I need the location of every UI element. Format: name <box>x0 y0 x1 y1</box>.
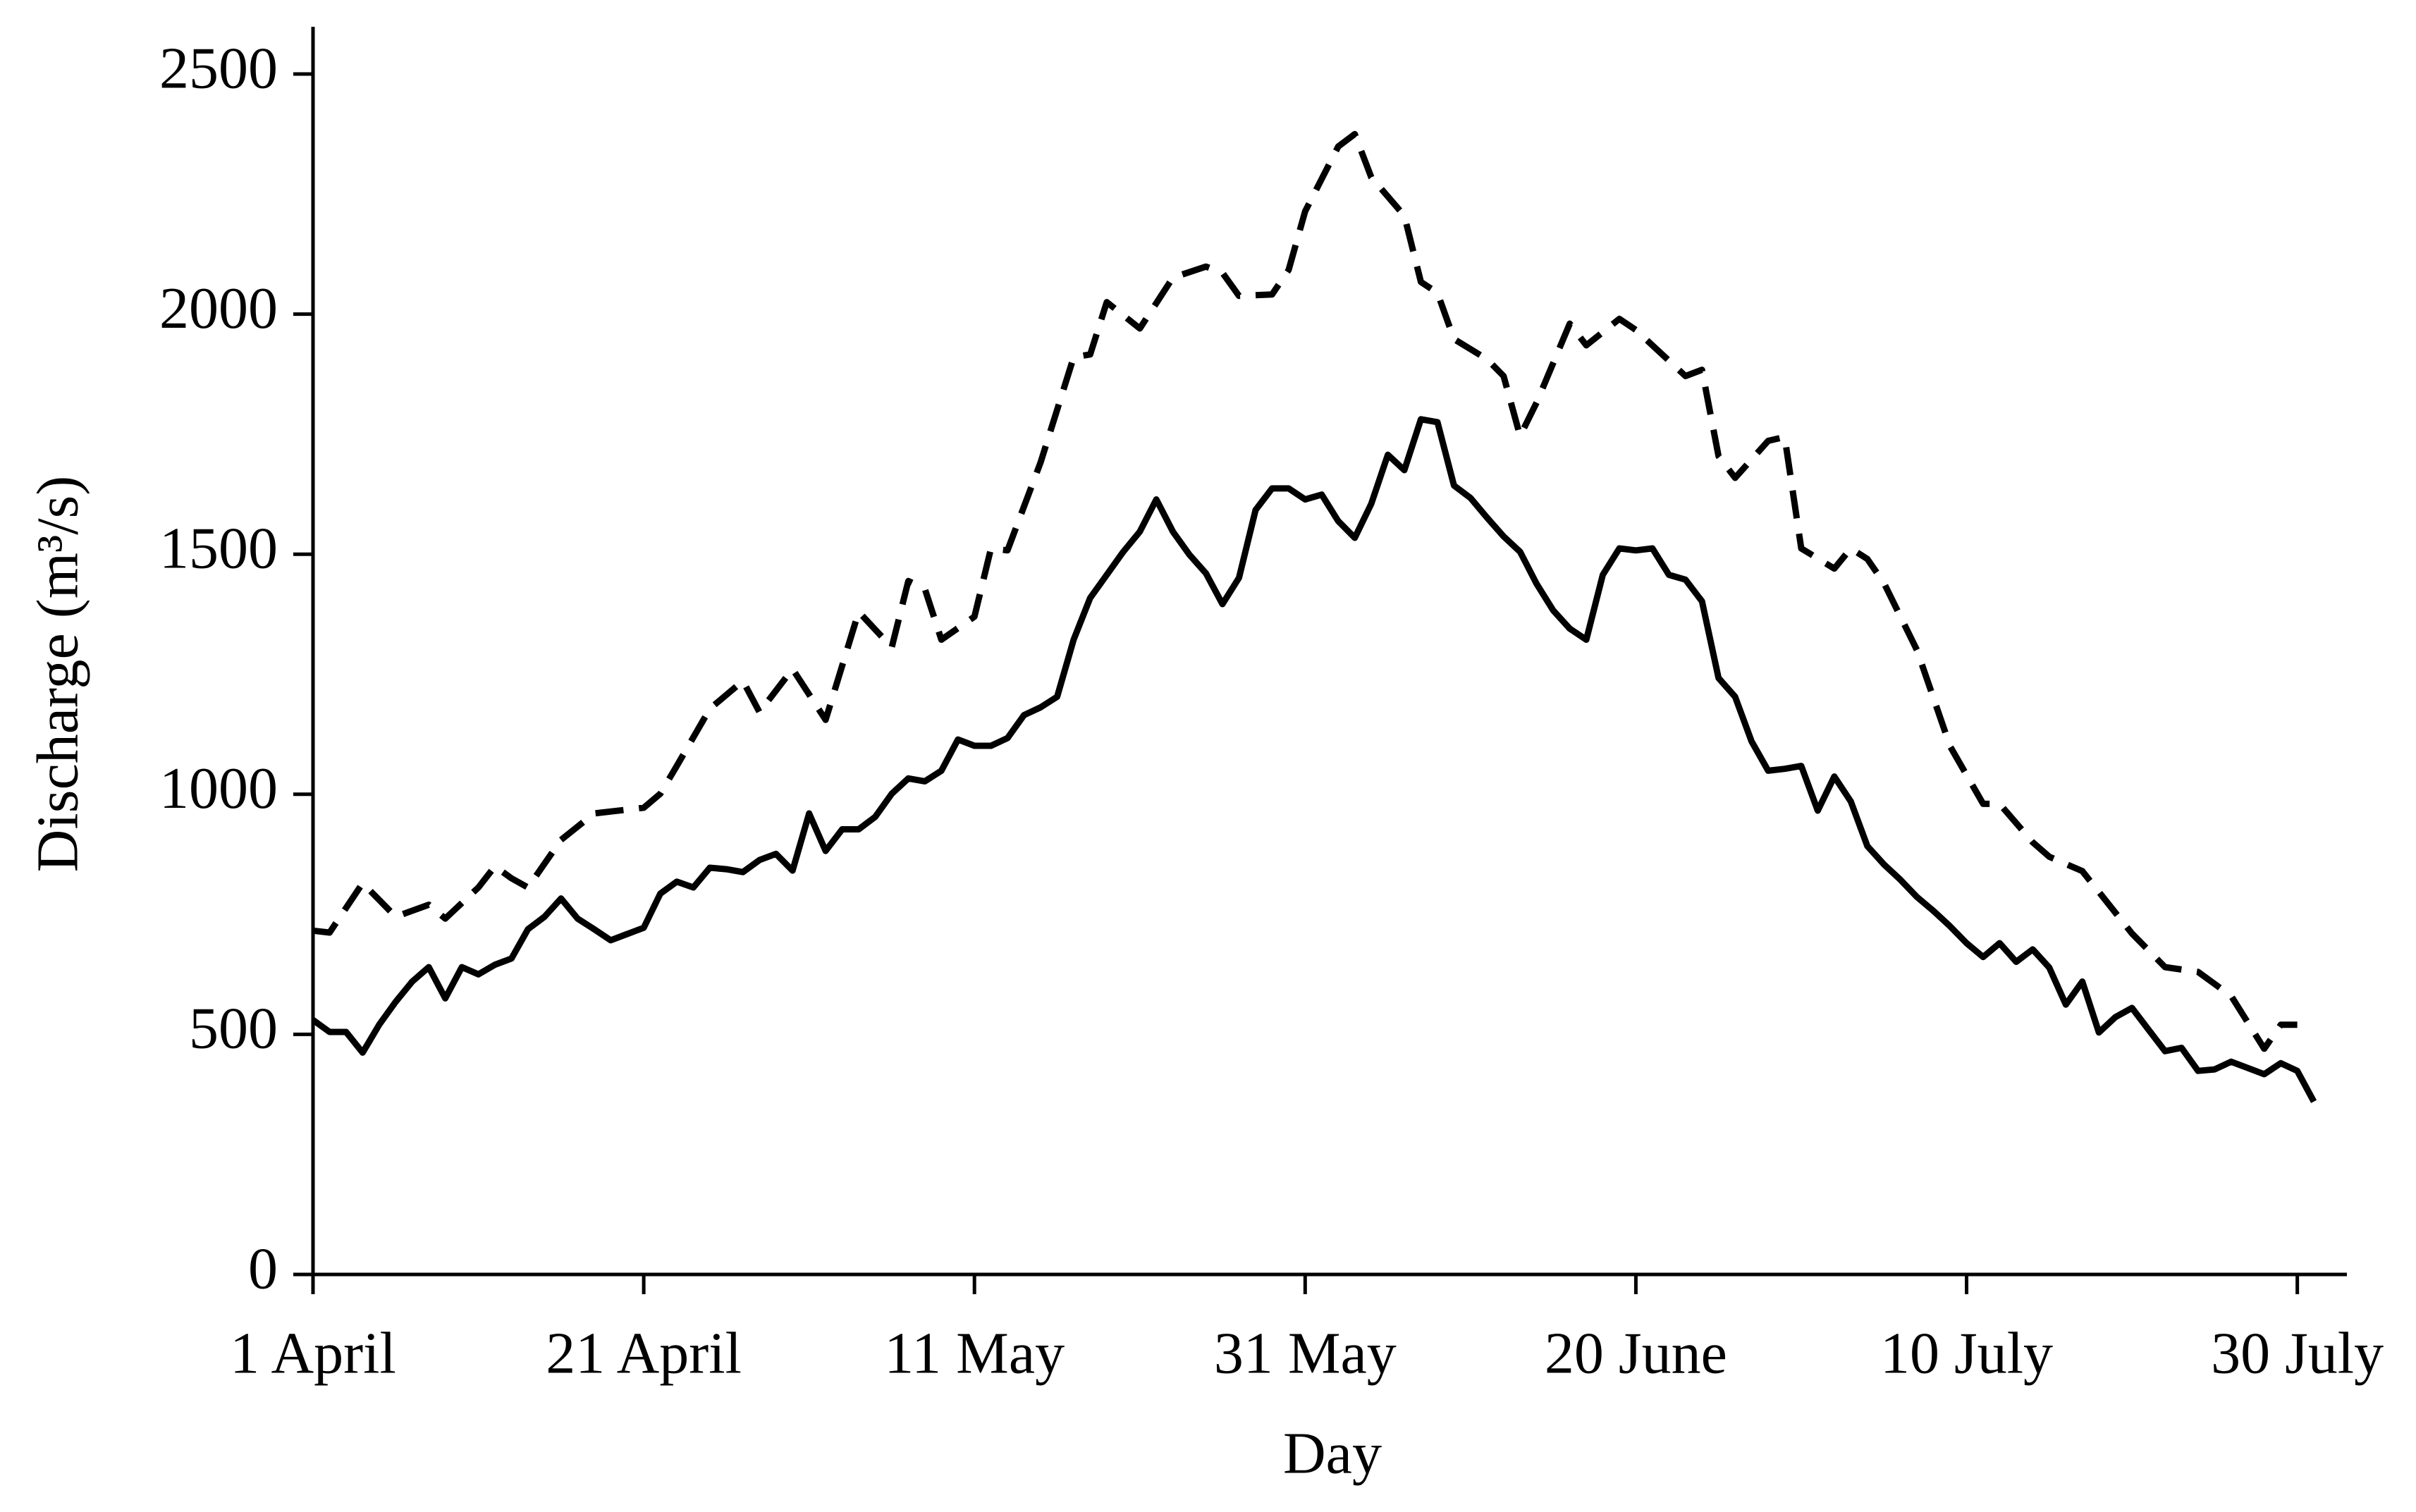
y-tick-label: 0 <box>248 1236 278 1301</box>
x-tick-label: 31 May <box>1214 1320 1397 1386</box>
x-tick-label: 1 April <box>230 1320 396 1386</box>
series-line <box>311 416 2317 1103</box>
y-axis-label: Discharge (m³/s) <box>25 476 90 873</box>
x-tick-label: 11 May <box>884 1320 1065 1386</box>
y-tick-label: 2500 <box>159 35 278 101</box>
y-tick-label: 1500 <box>159 515 278 581</box>
y-tick-label: 1000 <box>159 756 278 821</box>
x-tick-label: 30 July <box>2211 1320 2384 1386</box>
series-line <box>312 130 2298 1052</box>
x-axis-label: Day <box>1283 1420 1382 1486</box>
x-tick-label: 10 July <box>1880 1320 2053 1386</box>
y-tick-label: 2000 <box>159 276 278 341</box>
x-tick-label: 21 April <box>546 1320 742 1386</box>
x-tick-label: 20 June <box>1545 1320 1727 1386</box>
y-tick-label: 500 <box>189 996 278 1062</box>
